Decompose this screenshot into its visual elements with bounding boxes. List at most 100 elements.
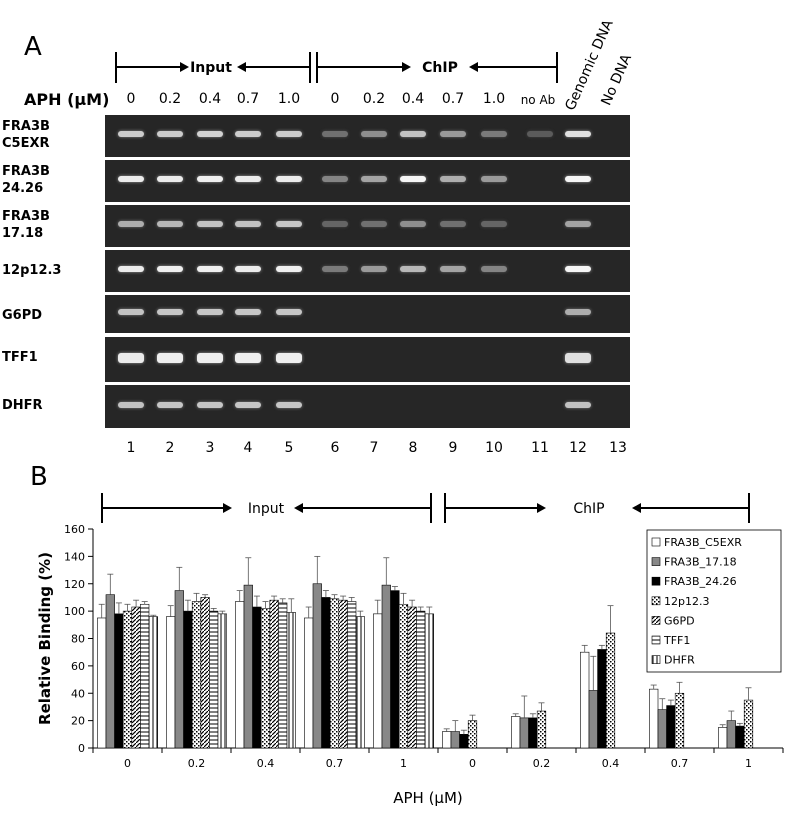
gel-band <box>276 221 302 227</box>
x-tick-label: 1 <box>400 757 407 770</box>
gel-band <box>118 131 144 137</box>
y-tick-label: 140 <box>64 550 85 563</box>
gel-strip <box>105 250 630 292</box>
legend: FRA3B_C5EXR FRA3B_17.18 FRA3B_24.26 12p12.3… <box>646 529 782 673</box>
y-tick-label: 20 <box>71 715 85 728</box>
bar <box>148 616 158 749</box>
gel-band <box>322 131 348 137</box>
bar <box>217 613 227 749</box>
bar <box>260 608 271 749</box>
bar <box>580 651 590 749</box>
y-tick-label: 40 <box>71 687 85 700</box>
legend-swatch <box>651 616 661 625</box>
gel-band <box>276 352 302 363</box>
x-tick-label: 0.7 <box>671 757 689 770</box>
concentration-label: 0.7 <box>236 91 260 107</box>
bar <box>407 606 417 749</box>
bar <box>191 601 202 749</box>
lane-number: 11 <box>531 440 549 456</box>
gel-band <box>276 309 302 315</box>
bar <box>338 599 348 749</box>
x-tick-label: 1 <box>745 757 752 770</box>
concentration-label: 0.2 <box>158 91 182 107</box>
gel-band <box>276 401 302 408</box>
bar <box>355 616 365 749</box>
bar <box>105 594 115 749</box>
gel-band <box>481 176 507 182</box>
x-axis-label: APH (µM) <box>393 789 463 807</box>
gel-row-label-line: DHFR <box>2 398 43 413</box>
bar <box>528 717 538 749</box>
bar <box>450 731 460 749</box>
gel-band <box>157 266 183 272</box>
gel-band <box>361 221 387 227</box>
gel-band <box>440 266 466 272</box>
bar <box>304 617 314 749</box>
legend-swatch <box>651 596 661 606</box>
gel-band <box>276 131 302 137</box>
gel-band <box>157 176 183 182</box>
bar <box>536 710 547 749</box>
lane-number: 6 <box>330 440 340 456</box>
gel-band <box>235 309 261 315</box>
bar <box>459 734 469 749</box>
gel-band <box>565 266 591 272</box>
gel-band <box>157 401 183 408</box>
lane-number: 2 <box>165 440 175 456</box>
gel-band <box>400 131 426 137</box>
gel-strip <box>105 385 630 428</box>
gel-band <box>235 221 261 227</box>
gel-band <box>197 401 223 408</box>
gel-row-label: DHFR <box>2 397 43 414</box>
gel-band <box>197 352 223 363</box>
bar <box>743 699 754 749</box>
gel-band <box>197 176 223 182</box>
bar <box>286 612 296 749</box>
bar <box>588 690 598 749</box>
gel-row-label: 12p12.3 <box>2 262 61 279</box>
bar <box>140 603 150 749</box>
gel-band <box>157 352 183 363</box>
gel-row-label-line: FRA3B <box>2 164 50 179</box>
lane-number: 7 <box>369 440 379 456</box>
gel-band <box>361 176 387 182</box>
gel-band <box>322 221 348 227</box>
x-tick-label: 0.2 <box>533 757 551 770</box>
bar <box>312 583 322 749</box>
gel-band <box>235 352 261 363</box>
legend-label: FRA3B_24.26 <box>664 575 737 588</box>
bar <box>269 599 279 749</box>
bar <box>381 584 391 749</box>
legend-label: FRA3B_17.18 <box>664 556 737 569</box>
legend-swatch <box>651 635 661 645</box>
gel-band <box>118 309 144 315</box>
bar <box>726 720 736 749</box>
gel-row-label-line: 17.18 <box>2 226 44 241</box>
concentration-label: 1.0 <box>277 91 301 107</box>
concentration-label: 0 <box>330 91 340 107</box>
lane-number: 4 <box>243 440 253 456</box>
gel-band <box>565 352 591 363</box>
gel-band <box>527 131 553 137</box>
gel-row-label: TFF1 <box>2 349 38 366</box>
y-axis-label: Relative Binding (%) <box>36 552 54 725</box>
bar <box>166 616 176 749</box>
gel-band <box>565 131 591 137</box>
gel-strip <box>105 337 630 382</box>
gel-band <box>565 401 591 408</box>
bar <box>243 584 253 749</box>
input-group-label: Input <box>190 60 232 76</box>
gel-band <box>235 131 261 137</box>
bar <box>649 688 659 749</box>
x-tick-label: 0.4 <box>602 757 620 770</box>
panel-b-letter: B <box>30 462 48 492</box>
x-tick-label: 0.2 <box>188 757 206 770</box>
gel-band <box>400 221 426 227</box>
gel-row-label-line: G6PD <box>2 308 43 323</box>
gel-band <box>197 309 223 315</box>
bar <box>718 727 728 749</box>
chart-input-label: Input <box>248 501 285 517</box>
gel-row-label-line: FRA3B <box>2 209 50 224</box>
concentration-label: 0.4 <box>198 91 222 107</box>
concentration-label: 0.7 <box>441 91 465 107</box>
